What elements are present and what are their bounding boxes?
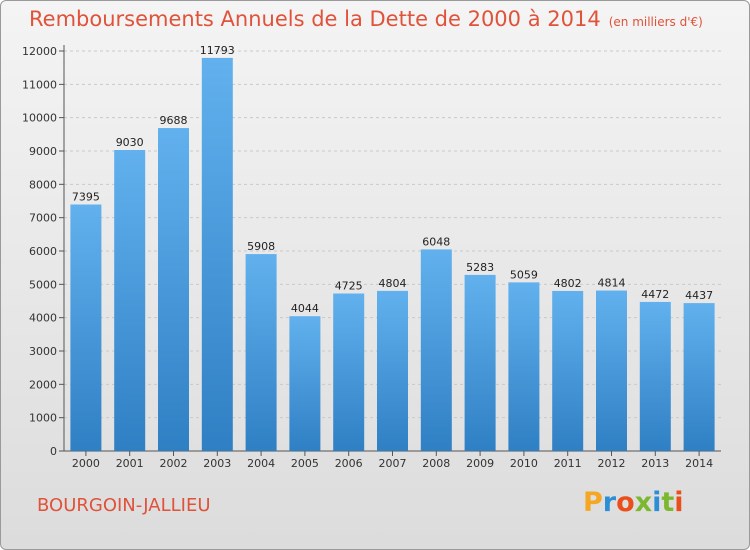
value-label: 7395 (72, 191, 100, 204)
bar-2010 (508, 282, 540, 451)
logo-letter: i (674, 487, 684, 518)
value-label: 4437 (685, 289, 713, 302)
y-tick-label: 7000 (29, 212, 57, 225)
y-tick-label: 0 (50, 445, 57, 458)
x-tick-label: 2002 (160, 457, 188, 470)
x-tick-label: 2004 (247, 457, 275, 470)
bars (70, 57, 715, 452)
value-label: 5283 (466, 261, 494, 274)
y-tick-label: 3000 (29, 345, 57, 358)
bar-2012 (596, 290, 627, 451)
value-label: 4044 (291, 302, 319, 315)
value-label: 4814 (598, 277, 626, 290)
value-label: 4804 (379, 277, 407, 290)
y-tick-label: 10000 (22, 112, 57, 125)
value-label: 11793 (200, 44, 235, 57)
logo-letter: t (661, 487, 675, 518)
chart-title: Remboursements Annuels de la Dette de 20… (29, 7, 703, 31)
y-tick-label: 8000 (29, 178, 57, 191)
x-tick-label: 2001 (116, 457, 144, 470)
x-tick-label: 2014 (685, 457, 713, 470)
x-tick-label: 2009 (466, 457, 494, 470)
x-tick-labels: 2000 2001 2002 2003 2004 2005 2006 2007 2008 2009… (72, 451, 713, 470)
value-label: 4725 (335, 280, 363, 293)
value-label: 4802 (554, 277, 582, 290)
logo-letter: x (634, 487, 653, 518)
x-tick-label: 2005 (291, 457, 319, 470)
value-label: 6048 (422, 235, 450, 248)
bar-2002 (158, 128, 189, 452)
chart-unit: (en milliers d'€) (608, 15, 703, 29)
y-tick-labels: 0 1000 2000 3000 4000 5000 6000 7000 8000 9000 100… (22, 45, 57, 458)
bar-2004 (245, 254, 277, 451)
logo-letter: i (652, 487, 662, 518)
value-label: 4472 (641, 288, 669, 301)
town-name: BOURGOIN-JALLIEU (37, 495, 211, 516)
bar-2013 (639, 301, 671, 451)
bar-2006 (333, 293, 365, 451)
value-label: 5059 (510, 268, 538, 281)
proxiti-logo: Proxiti (583, 487, 684, 518)
x-tick-label: 2008 (422, 457, 450, 470)
x-tick-label: 2013 (641, 457, 669, 470)
chart-title-text: Remboursements Annuels de la Dette de 20… (29, 7, 601, 31)
value-label: 9030 (116, 136, 144, 149)
value-label: 5908 (247, 240, 275, 253)
bar-2008 (420, 249, 452, 451)
bar-2005 (289, 316, 321, 451)
x-tick-label: 2012 (598, 457, 626, 470)
bar-2011 (552, 290, 584, 451)
x-tick-label: 2011 (554, 457, 582, 470)
bar-2014 (683, 303, 715, 451)
x-tick-label: 2003 (203, 457, 231, 470)
bar-2009 (464, 274, 496, 451)
bar-2007 (377, 290, 408, 451)
bar-2000 (70, 204, 102, 451)
y-tick-label: 11000 (22, 78, 57, 91)
x-tick-label: 2006 (335, 457, 363, 470)
y-tick-label: 5000 (29, 278, 57, 291)
y-tick-label: 9000 (29, 145, 57, 158)
y-tick-label: 4000 (29, 312, 57, 325)
x-tick-label: 2007 (379, 457, 407, 470)
y-tick-label: 1000 (29, 412, 57, 425)
y-tick-label: 2000 (29, 378, 57, 391)
logo-letter: P (583, 487, 603, 518)
logo-letter: r (602, 487, 617, 518)
y-tick-label: 6000 (29, 245, 57, 258)
x-tick-label: 2010 (510, 457, 538, 470)
y-tick-label: 12000 (22, 45, 57, 58)
bar-2003 (201, 57, 233, 452)
value-labels: 7395 9030 9688 11793 5908 4044 4725 4804 6048 528… (72, 44, 713, 315)
x-tick-label: 2000 (72, 457, 100, 470)
logo-letter: o (616, 487, 635, 518)
bar-2001 (114, 150, 146, 451)
value-label: 9688 (160, 114, 188, 127)
